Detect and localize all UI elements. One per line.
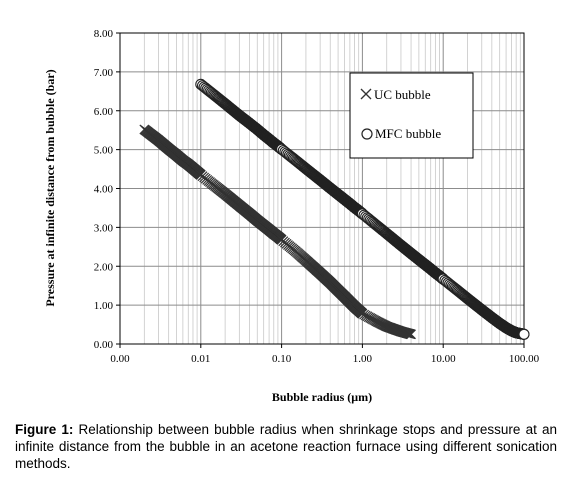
legend-label-uc: UC bubble	[374, 87, 431, 102]
legend-label-mfc: MFC bubble	[375, 126, 441, 141]
y-tick-label: 1.00	[94, 300, 114, 312]
y-tick-label: 4.00	[94, 184, 114, 196]
figure-caption-text: Relationship between bubble radius when …	[15, 422, 557, 471]
legend-marker-mfc	[361, 128, 373, 140]
y-tick-label: 0.00	[94, 339, 114, 351]
y-tick-label: 6.00	[94, 106, 114, 118]
figure-label: Figure 1:	[15, 422, 74, 437]
chart: 0.00 1.00 2.00 3.00 4.00 5.00 6.00 7.00 8.00 0.00…	[43, 28, 540, 404]
y-tick-label: 2.00	[94, 261, 114, 273]
y-axis-title: Pressure at infinite distance from bubbl…	[43, 69, 57, 306]
y-tick-label: 8.00	[94, 28, 114, 40]
x-tick-label: 100.00	[509, 353, 540, 365]
series-uc-bubble	[139, 124, 416, 340]
y-tick-label: 5.00	[94, 145, 114, 157]
series-mfc-bubble	[195, 78, 530, 340]
x-axis-title: Bubble radius (μm)	[272, 390, 372, 404]
x-tick-label: 10.00	[431, 353, 456, 365]
legend: UC bubble MFC bubble	[349, 72, 474, 159]
mfc-point	[518, 328, 530, 340]
legend-marker-uc	[360, 88, 372, 100]
uc-point	[406, 329, 416, 340]
axis-ticks: 0.00 1.00 2.00 3.00 4.00 5.00 6.00 7.00 8.00 0.00…	[94, 28, 540, 365]
figure-caption: Figure 1: Relationship between bubble ra…	[15, 421, 557, 472]
legend-box	[349, 72, 474, 159]
y-tick-label: 3.00	[94, 222, 114, 234]
x-tick-label: 0.01	[191, 353, 210, 365]
x-tick-label: 1.00	[353, 353, 373, 365]
x-tick-label: 0.00	[110, 353, 130, 365]
y-tick-label: 7.00	[94, 67, 114, 79]
x-tick-label: 0.10	[272, 353, 292, 365]
